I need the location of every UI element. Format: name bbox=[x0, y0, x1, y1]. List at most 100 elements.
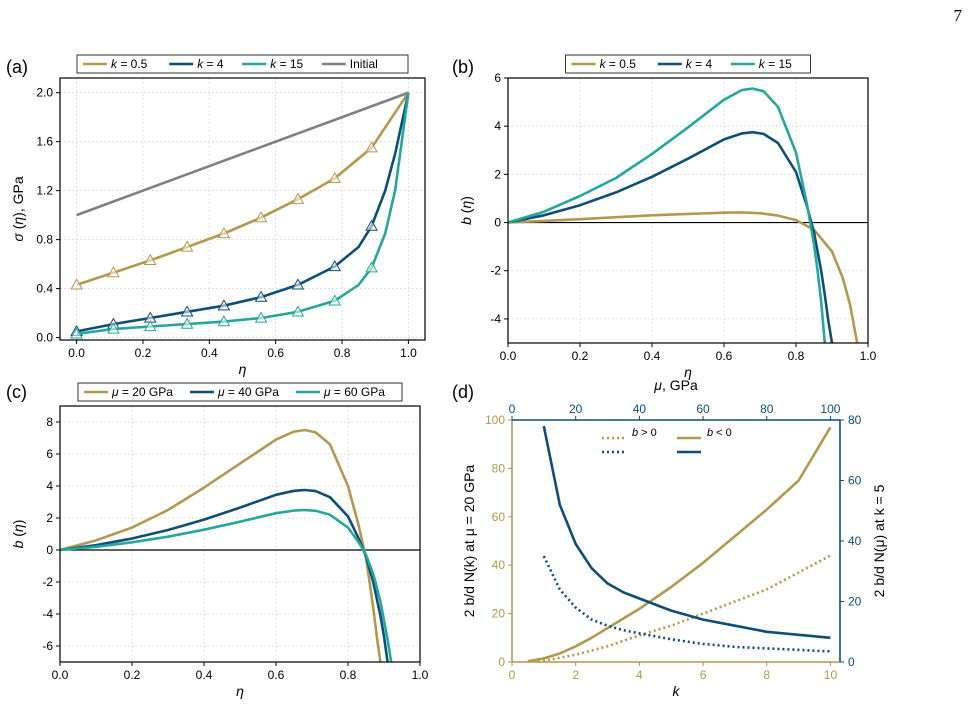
y-tick-label: -2 bbox=[490, 264, 501, 278]
legend-label: k = 4 bbox=[197, 57, 224, 71]
x-tick-label: 0.0 bbox=[68, 346, 85, 360]
y-tick-label: -4 bbox=[42, 607, 53, 621]
x-tick-label: 1.0 bbox=[400, 346, 417, 360]
x-axis-label: k bbox=[673, 683, 681, 699]
x-tick-label: 0.4 bbox=[201, 346, 218, 360]
right-y-tick-label: 0 bbox=[848, 655, 855, 669]
legend: k = 0.5 k = 4 k = 15 Initial bbox=[76, 54, 409, 74]
y-tick-label: 2 bbox=[494, 167, 501, 181]
x-tick-label: 0.6 bbox=[268, 668, 285, 682]
y-tick-label: 100 bbox=[485, 413, 505, 427]
x-tick-label: 0.2 bbox=[135, 346, 152, 360]
data-point-marker bbox=[365, 261, 378, 273]
series-line bbox=[76, 92, 410, 336]
x-tick-label: 0.8 bbox=[788, 349, 805, 363]
panel-label: (c) bbox=[6, 382, 27, 402]
x-tick-label: 0.2 bbox=[124, 668, 141, 682]
legend-label: b < 0 bbox=[707, 427, 732, 439]
x-tick-label: 8 bbox=[763, 668, 770, 682]
data-point-marker bbox=[254, 211, 268, 223]
x-tick-label: 0.0 bbox=[52, 668, 69, 682]
y-tick-label: 0.4 bbox=[36, 282, 53, 296]
y-tick-label: -2 bbox=[42, 575, 53, 589]
data-point-marker bbox=[217, 315, 231, 327]
top-x-tick-label: 100 bbox=[820, 402, 840, 416]
x-tick-label: 10 bbox=[824, 668, 838, 682]
data-point-marker bbox=[217, 299, 231, 311]
x-tick-label: 0.6 bbox=[716, 349, 733, 363]
y-tick-label: -4 bbox=[490, 312, 501, 326]
data-point-marker bbox=[180, 240, 194, 252]
data-point-marker bbox=[143, 320, 157, 332]
panel-label: (a) bbox=[6, 57, 28, 77]
x-tick-label: 0.4 bbox=[644, 349, 661, 363]
data-point-marker bbox=[70, 278, 83, 290]
series-line bbox=[60, 428, 382, 662]
data-point-marker bbox=[180, 305, 194, 317]
plot-area bbox=[527, 425, 832, 662]
series-line bbox=[542, 425, 831, 640]
y-tick-label: 1.2 bbox=[36, 184, 53, 198]
right-y-axis-label: 2 b/d N(μ) at k = 5 bbox=[871, 484, 887, 597]
data-point-marker bbox=[291, 278, 305, 290]
x-axis-label: η bbox=[239, 361, 247, 377]
series-line bbox=[76, 91, 409, 217]
legend-label: Initial bbox=[350, 57, 378, 71]
plot-area bbox=[508, 87, 859, 343]
y-tick-label: 8 bbox=[46, 415, 53, 429]
data-point-marker bbox=[254, 311, 268, 323]
series-line bbox=[527, 554, 832, 662]
top-x-tick-label: 80 bbox=[760, 402, 774, 416]
legend-label: μ = 60 GPa bbox=[323, 385, 385, 399]
y-tick-label: 4 bbox=[46, 479, 53, 493]
plot-frame bbox=[59, 77, 426, 341]
y-tick-label: 6 bbox=[46, 447, 53, 461]
legend-label: b > 0 bbox=[632, 427, 657, 439]
y-axis-label: 2 b/d N(k) at μ = 20 GPa bbox=[461, 465, 477, 618]
data-point-marker bbox=[365, 141, 378, 153]
top-x-tick-label: 60 bbox=[696, 402, 710, 416]
y-tick-label: 0 bbox=[498, 655, 505, 669]
y-tick-label: 20 bbox=[492, 607, 506, 621]
panel-c: 0.0 0.2 0.4 0.6 0.8 1.0 -6 -4 -2 0 2 4 6 8 η b (η) (c) μ … bbox=[6, 382, 429, 699]
right-y-tick-label: 40 bbox=[848, 534, 862, 548]
legend-box bbox=[565, 54, 811, 74]
y-tick-label: 80 bbox=[492, 461, 506, 475]
legend-label: k = 0.5 bbox=[600, 57, 637, 71]
data-point-marker bbox=[180, 317, 194, 329]
x-tick-label: 0.2 bbox=[572, 349, 589, 363]
y-tick-label: 60 bbox=[492, 510, 506, 524]
page-number: 7 bbox=[953, 6, 963, 25]
panel-a: 0.0 0.2 0.4 0.6 0.8 1.0 0.0 0.4 0.8 1.2 1.6 2.0 η σ (… bbox=[6, 54, 426, 377]
x-tick-label: 0.8 bbox=[334, 346, 351, 360]
panel-b: 0.0 0.2 0.4 0.6 0.8 1.0 -4 -2 0 2 4 6 η b (η) (b) k = 0… bbox=[452, 54, 877, 380]
plot-area bbox=[70, 91, 410, 339]
plot-area bbox=[60, 428, 393, 662]
series-line bbox=[60, 488, 389, 662]
x-tick-label: 6 bbox=[700, 668, 707, 682]
y-axis-label: b (η) bbox=[10, 520, 26, 549]
y-tick-label: 0.8 bbox=[36, 233, 53, 247]
data-point-marker bbox=[254, 290, 268, 302]
y-tick-label: 2 bbox=[46, 511, 53, 525]
right-y-tick-label: 20 bbox=[848, 595, 862, 609]
data-point-marker bbox=[328, 260, 342, 272]
legend-label: k = 15 bbox=[270, 57, 303, 71]
y-tick-label: 2.0 bbox=[36, 86, 53, 100]
y-tick-label: 6 bbox=[494, 71, 501, 85]
legend-label: k = 15 bbox=[759, 57, 792, 71]
x-tick-label: 1.0 bbox=[860, 349, 877, 363]
data-point-marker bbox=[328, 171, 342, 184]
series-line bbox=[60, 508, 393, 662]
x-tick-label: 1.0 bbox=[412, 668, 429, 682]
legend-label: k = 0.5 bbox=[111, 57, 148, 71]
data-point-marker bbox=[291, 305, 305, 317]
data-point-marker bbox=[143, 253, 157, 266]
data-point-marker bbox=[107, 322, 120, 334]
legend-label: μ = 40 GPa bbox=[217, 385, 279, 399]
plot-frame bbox=[59, 405, 421, 663]
series-line bbox=[76, 91, 410, 287]
legend: b > 0 b < 0 bbox=[602, 427, 732, 454]
data-point-marker bbox=[365, 219, 378, 231]
